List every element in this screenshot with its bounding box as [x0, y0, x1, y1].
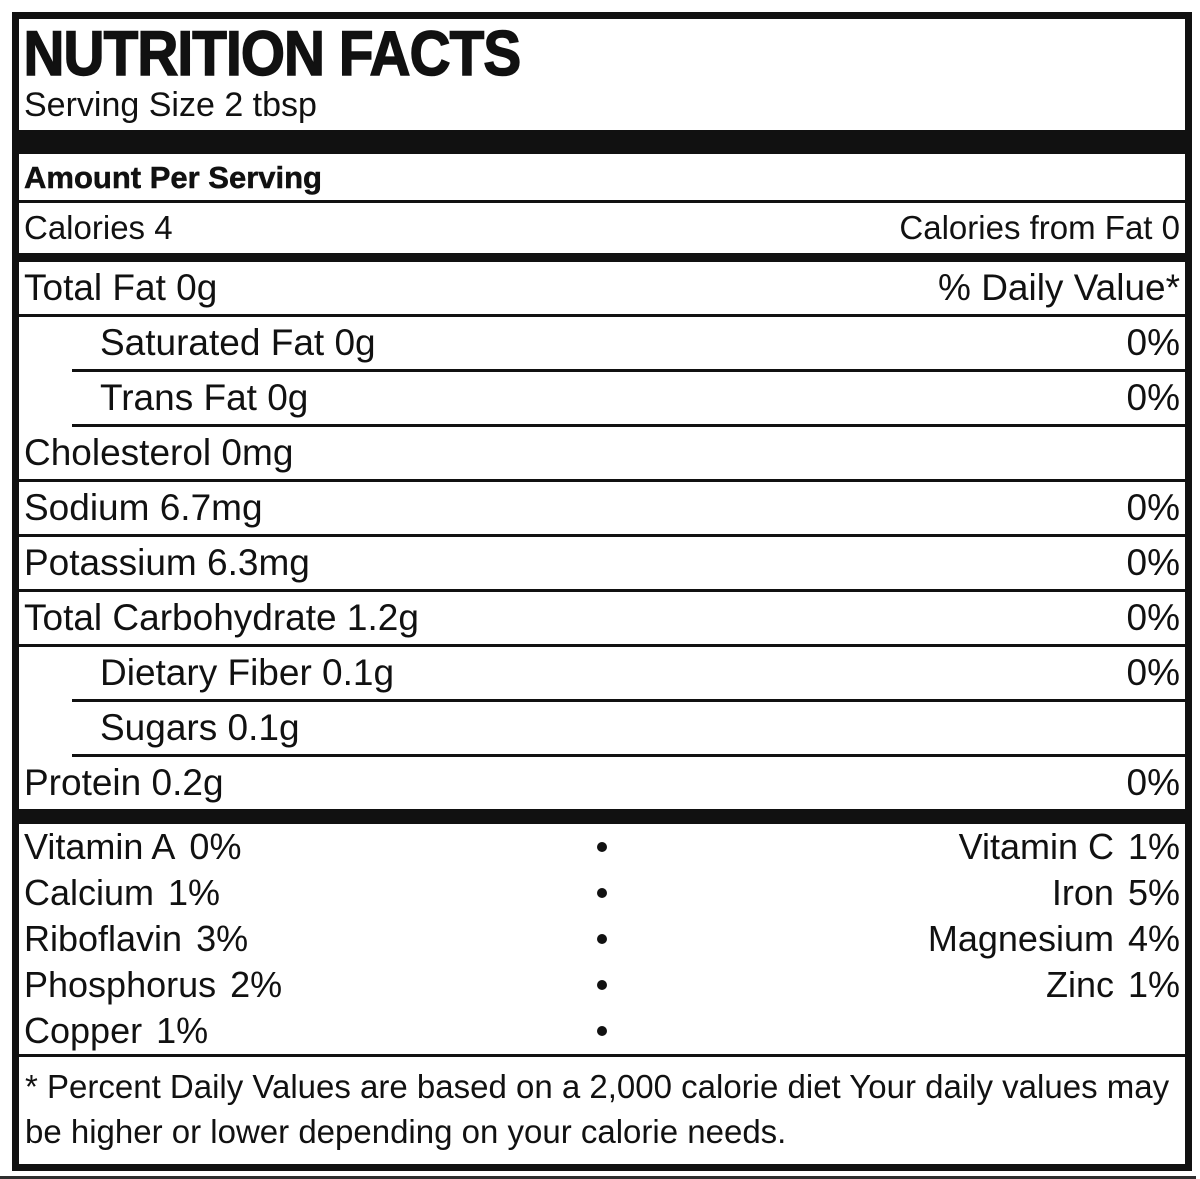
vitamin-left: Riboflavin 3% [24, 921, 590, 957]
nutrient-name: Dietary Fiber 0.1g [100, 652, 395, 693]
nutrient-name: Saturated Fat 0g [100, 322, 376, 363]
vitamin-value: 5% [1127, 872, 1180, 913]
divider-indented [72, 424, 1185, 427]
amount-per-serving-heading: Amount Per Serving [24, 160, 323, 196]
vitamin-name: Calcium [24, 872, 155, 913]
divider [19, 589, 1185, 592]
calories-row: Calories 4 Calories from Fat 0 [19, 203, 1185, 253]
vitamin-right [614, 1013, 1180, 1049]
vitamin-value: 3% [196, 918, 249, 959]
vitamin-name: Copper [24, 1010, 143, 1051]
vitamin-value: 2% [230, 964, 283, 1005]
bullet-dot-icon [597, 1026, 607, 1036]
nutrient-row-dietary-fiber: Dietary Fiber 0.1g 0% [19, 647, 1185, 699]
vitamin-value: 4% [1127, 918, 1180, 959]
bullet-dot-icon [597, 980, 607, 990]
nutrition-facts-label: NUTRITION FACTS Serving Size 2 tbsp Amou… [12, 12, 1192, 1171]
vitamin-name: Magnesium [927, 918, 1114, 959]
vitamin-row: Copper 1% [19, 1008, 1185, 1054]
vitamin-right: Iron 5% [614, 875, 1180, 911]
vitamin-name: Zinc [1045, 964, 1114, 1005]
nutrient-name: Potassium 6.3mg [24, 542, 310, 583]
nutrient-daily-value: 0% [1126, 322, 1180, 363]
nutrient-daily-value: 0% [1126, 597, 1180, 638]
nutrient-name: Total Carbohydrate 1.2g [24, 597, 419, 638]
nutrient-name: Sugars 0.1g [100, 707, 300, 748]
nutrient-name: Trans Fat 0g [100, 377, 309, 418]
nutrient-row-trans-fat: Trans Fat 0g 0% [19, 372, 1185, 424]
bullet-dot-icon [597, 842, 607, 852]
nutrient-name: Sodium 6.7mg [24, 487, 263, 528]
thick-divider-top [19, 130, 1185, 154]
calories-value: Calories 4 [24, 209, 173, 246]
vitamin-right: Magnesium 4% [614, 921, 1180, 957]
vitamin-name: Iron [1051, 872, 1114, 913]
nutrient-row-potassium: Potassium 6.3mg 0% [19, 537, 1185, 589]
divider [19, 314, 1185, 317]
nutrient-row-sodium: Sodium 6.7mg 0% [19, 482, 1185, 534]
nutrient-daily-value: 0% [1126, 652, 1180, 693]
vitamin-value: 1% [156, 1010, 209, 1051]
vitamin-row: Calcium 1% Iron 5% [19, 870, 1185, 916]
nutrient-row-total-fat: Total Fat 0g % Daily Value* [19, 262, 1185, 314]
divider-indented [72, 369, 1185, 372]
daily-value-header: % Daily Value* [938, 267, 1180, 308]
vitamin-name: Riboflavin [24, 918, 183, 959]
vitamin-value: 1% [168, 872, 221, 913]
vitamin-name: Vitamin C [958, 826, 1114, 867]
nutrient-row-sugars: Sugars 0.1g [19, 702, 1185, 754]
calories-from-fat-value: Calories from Fat 0 [899, 209, 1180, 246]
nutrient-daily-value: 0% [1126, 487, 1180, 528]
vitamin-right: Zinc 1% [614, 967, 1180, 1003]
vitamin-row: Vitamin A 0% Vitamin C 1% [19, 824, 1185, 870]
nutrient-daily-value: 0% [1126, 762, 1180, 803]
divider-indented [72, 754, 1185, 757]
vitamin-left: Copper 1% [24, 1013, 590, 1049]
thick-divider-vitamins [19, 809, 1185, 824]
serving-size: Serving Size 2 tbsp [24, 86, 317, 124]
vitamin-name: Vitamin A [24, 826, 176, 867]
vitamin-value: 1% [1127, 826, 1180, 867]
divider [19, 200, 1185, 203]
bullet-dot-icon [597, 888, 607, 898]
nutrient-name: Total Fat 0g [24, 267, 218, 308]
vitamin-row: Riboflavin 3% Magnesium 4% [19, 916, 1185, 962]
nutrient-row-total-carbohydrate: Total Carbohydrate 1.2g 0% [19, 592, 1185, 644]
divider-indented [72, 699, 1185, 702]
nutrient-daily-value: 0% [1126, 377, 1180, 418]
nutrient-row-protein: Protein 0.2g 0% [19, 757, 1185, 809]
divider [19, 1054, 1185, 1057]
vitamin-row: Phosphorus 2% Zinc 1% [19, 962, 1185, 1008]
divider [19, 534, 1185, 537]
divider [19, 479, 1185, 482]
vitamin-value: 0% [189, 826, 242, 867]
vitamin-left: Vitamin A 0% [24, 829, 590, 865]
nutrient-name: Protein 0.2g [24, 762, 224, 803]
label-title: NUTRITION FACTS [23, 19, 522, 89]
nutrient-row-saturated-fat: Saturated Fat 0g 0% [19, 317, 1185, 369]
bullet-dot-icon [597, 934, 607, 944]
vitamin-name: Phosphorus [24, 964, 217, 1005]
medium-divider [19, 253, 1185, 262]
vitamin-left: Calcium 1% [24, 875, 590, 911]
nutrient-daily-value: 0% [1126, 542, 1180, 583]
vitamin-left: Phosphorus 2% [24, 967, 590, 1003]
vitamin-right: Vitamin C 1% [614, 829, 1180, 865]
daily-values-footnote: * Percent Daily Values are based on a 2,… [25, 1068, 1170, 1150]
nutrient-name: Cholesterol 0mg [24, 432, 294, 473]
nutrient-row-cholesterol: Cholesterol 0mg [19, 427, 1185, 479]
divider [19, 644, 1185, 647]
vitamin-value: 1% [1127, 964, 1180, 1005]
